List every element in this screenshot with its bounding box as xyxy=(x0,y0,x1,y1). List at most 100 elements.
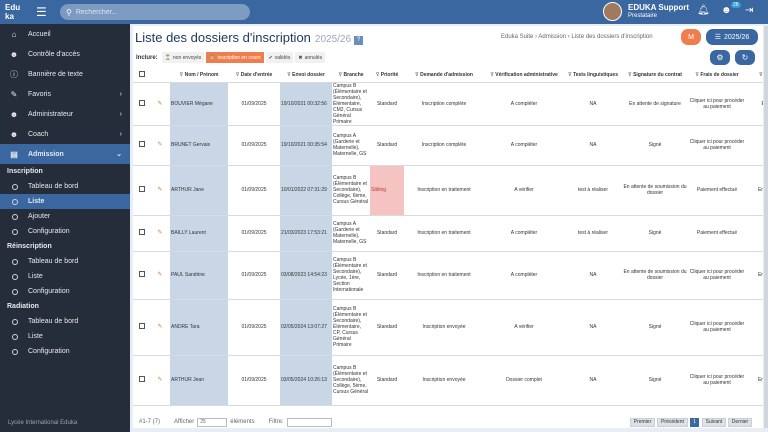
column-header[interactable] xyxy=(150,69,170,83)
menu-icon[interactable]: ☰ xyxy=(36,5,47,19)
column-header[interactable]: ⊽ Tests linguistiques xyxy=(564,69,622,83)
eduka-logo[interactable]: Edu ka xyxy=(0,0,30,24)
column-header[interactable]: ⊽ Nom / Prénom xyxy=(170,69,228,83)
sidebar-subitem-label: Configuration xyxy=(28,288,70,295)
prev-page-button[interactable]: Précédent xyxy=(657,417,688,427)
filter-icon: ⊽ xyxy=(759,72,763,79)
row-edit-cell: ✎ xyxy=(150,355,170,406)
sidebar-subitem[interactable]: Tableau de bord xyxy=(0,254,130,269)
help-icon[interactable]: ? xyxy=(354,36,364,45)
user-menu[interactable]: EDUKA Support Prestataire xyxy=(603,2,689,21)
last-page-button[interactable]: Dernier xyxy=(728,417,752,427)
settings-icon[interactable]: ⚙ xyxy=(710,50,730,65)
edit-icon[interactable]: ✎ xyxy=(157,324,163,330)
chip-icon: ✖ xyxy=(298,54,303,61)
column-header[interactable]: ⊽ Envoi dossier xyxy=(280,69,332,83)
refresh-icon[interactable]: ↻ xyxy=(735,50,755,65)
cell-frais[interactable]: Cliquer ici pour procéder au paiement xyxy=(688,299,746,356)
page-1-button[interactable]: 1 xyxy=(690,417,699,427)
sidebar-item-label: Administrateur xyxy=(28,110,74,118)
sidebar-item-6[interactable]: ▤ Admission ⌄ xyxy=(0,144,130,164)
sidebar-subitem[interactable]: Liste xyxy=(0,269,130,284)
row-checkbox-cell xyxy=(133,251,150,300)
row-checkbox[interactable] xyxy=(138,323,145,329)
cell-date: 01/09/2025 xyxy=(228,251,280,300)
m-button[interactable]: M xyxy=(681,29,701,45)
sidebar-item-4[interactable]: ☻ Administrateur › xyxy=(0,104,130,124)
cell-va: En att xyxy=(746,251,763,300)
column-header[interactable]: ⊽ Signature du contrat xyxy=(622,69,688,83)
column-header-label: Signature du contrat xyxy=(633,72,682,79)
filter-chip-2[interactable]: ✔ validés xyxy=(265,52,294,63)
cell-date: 01/09/2025 xyxy=(228,215,280,252)
sidebar-item-label: Admission xyxy=(28,150,64,158)
edit-icon[interactable]: ✎ xyxy=(157,100,163,107)
row-checkbox[interactable] xyxy=(138,229,145,235)
chevron-right-icon: › xyxy=(119,130,122,138)
cell-va: En att xyxy=(746,165,763,216)
column-header[interactable]: ⊽ Frais de dossier xyxy=(688,69,746,83)
user-role: Prestataire xyxy=(628,12,658,19)
column-header[interactable]: ⊽ Priorité xyxy=(370,69,404,83)
sidebar-subitem[interactable]: Configuration xyxy=(0,284,130,299)
logout-icon[interactable]: ⇥ xyxy=(745,5,754,16)
row-checkbox-cell xyxy=(133,215,150,252)
sidebar-subitem[interactable]: Configuration xyxy=(0,344,130,359)
select-all-checkbox[interactable] xyxy=(138,71,145,78)
cell-priorite: Standard xyxy=(370,215,404,252)
cell-frais[interactable]: Cliquer ici pour procéder au paiement xyxy=(688,82,746,126)
cell-frais[interactable]: Cliquer ici pour procéder au paiement xyxy=(688,355,746,406)
filter-chip-1[interactable]: ⌛ inscription en cours xyxy=(206,52,264,63)
filter-chip-0[interactable]: ⌛ non envoyés xyxy=(161,52,205,63)
table-container: ⊽ Nom / Prénom ⊽ Date d'entrée ⊽ Envoi dos… xyxy=(133,69,763,411)
page-size-select[interactable]: 25 xyxy=(197,417,228,427)
sidebar-item-2[interactable]: ⓘ Bannière de texte xyxy=(0,64,130,84)
year-button[interactable]: ☰ 2025/26 xyxy=(706,29,758,45)
row-checkbox[interactable] xyxy=(138,376,145,382)
filter-input[interactable] xyxy=(286,417,332,427)
cell-frais[interactable]: Paiement effectué xyxy=(688,215,746,252)
edit-icon[interactable]: ✎ xyxy=(157,142,163,148)
sidebar-subitem[interactable]: Tableau de bord xyxy=(0,314,130,329)
edit-icon[interactable]: ✎ xyxy=(157,272,163,278)
sidebar-subitem[interactable]: Liste xyxy=(0,194,130,209)
sidebar-subitem[interactable]: Liste xyxy=(0,329,130,344)
cell-tests: NA xyxy=(564,355,622,406)
sidebar-subitem[interactable]: Tableau de bord xyxy=(0,179,130,194)
filter-chip-3[interactable]: ✖ annulés xyxy=(295,52,326,63)
first-page-button[interactable]: Premier xyxy=(630,417,655,427)
sidebar-item-0[interactable]: ⌂ Accueil xyxy=(0,24,130,44)
search-input[interactable] xyxy=(75,8,236,16)
row-checkbox[interactable] xyxy=(138,141,145,147)
cell-verif: Dossier complet xyxy=(484,355,564,406)
column-header[interactable] xyxy=(133,69,150,83)
next-page-button[interactable]: Suivant xyxy=(702,417,726,427)
column-header[interactable]: ⊽ Vérification administrative xyxy=(484,69,564,83)
sidebar-item-3[interactable]: ✎ Favoris › xyxy=(0,84,130,104)
sidebar-subitem[interactable]: Ajouter xyxy=(0,209,130,224)
sidebar-item-5[interactable]: ☻ Coach › xyxy=(0,124,130,144)
edit-icon[interactable]: ✎ xyxy=(157,377,163,383)
row-checkbox[interactable] xyxy=(138,271,145,277)
edit-icon[interactable]: ✎ xyxy=(157,187,163,193)
column-header[interactable]: ⊽ Branche xyxy=(332,69,370,83)
edit-icon[interactable]: ✎ xyxy=(157,230,163,236)
chip-icon: ⌛ xyxy=(209,54,216,61)
scrollbar[interactable] xyxy=(764,26,768,428)
column-header[interactable]: ⊽ Date d'entrée xyxy=(228,69,280,83)
dossiers-table: ⊽ Nom / Prénom ⊽ Date d'entrée ⊽ Envoi dos… xyxy=(133,69,763,406)
cell-frais[interactable]: Paiement effectué xyxy=(688,165,746,216)
sidebar-subitem[interactable]: Configuration xyxy=(0,224,130,239)
column-header[interactable]: ⊽ Demande d'admission xyxy=(404,69,484,83)
cell-frais[interactable]: Cliquer ici pour procéder au paiement xyxy=(688,251,746,300)
cell-demande: Inscription en traitement xyxy=(404,215,484,252)
sidebar-item-1[interactable]: ☻ Contrôle d'accès xyxy=(0,44,130,64)
cell-demande: Inscription en traitement xyxy=(404,165,484,216)
row-checkbox[interactable] xyxy=(138,186,145,192)
user-icon[interactable]: ☻ xyxy=(721,5,732,16)
column-header[interactable]: ⊽ Va xyxy=(746,69,763,83)
bell-icon[interactable]: 🔔︎ xyxy=(697,5,710,16)
cell-frais[interactable]: Cliquer ici pour procéder au paiement xyxy=(688,125,746,166)
column-header-label: Branche xyxy=(343,72,364,79)
row-checkbox[interactable] xyxy=(138,99,145,106)
